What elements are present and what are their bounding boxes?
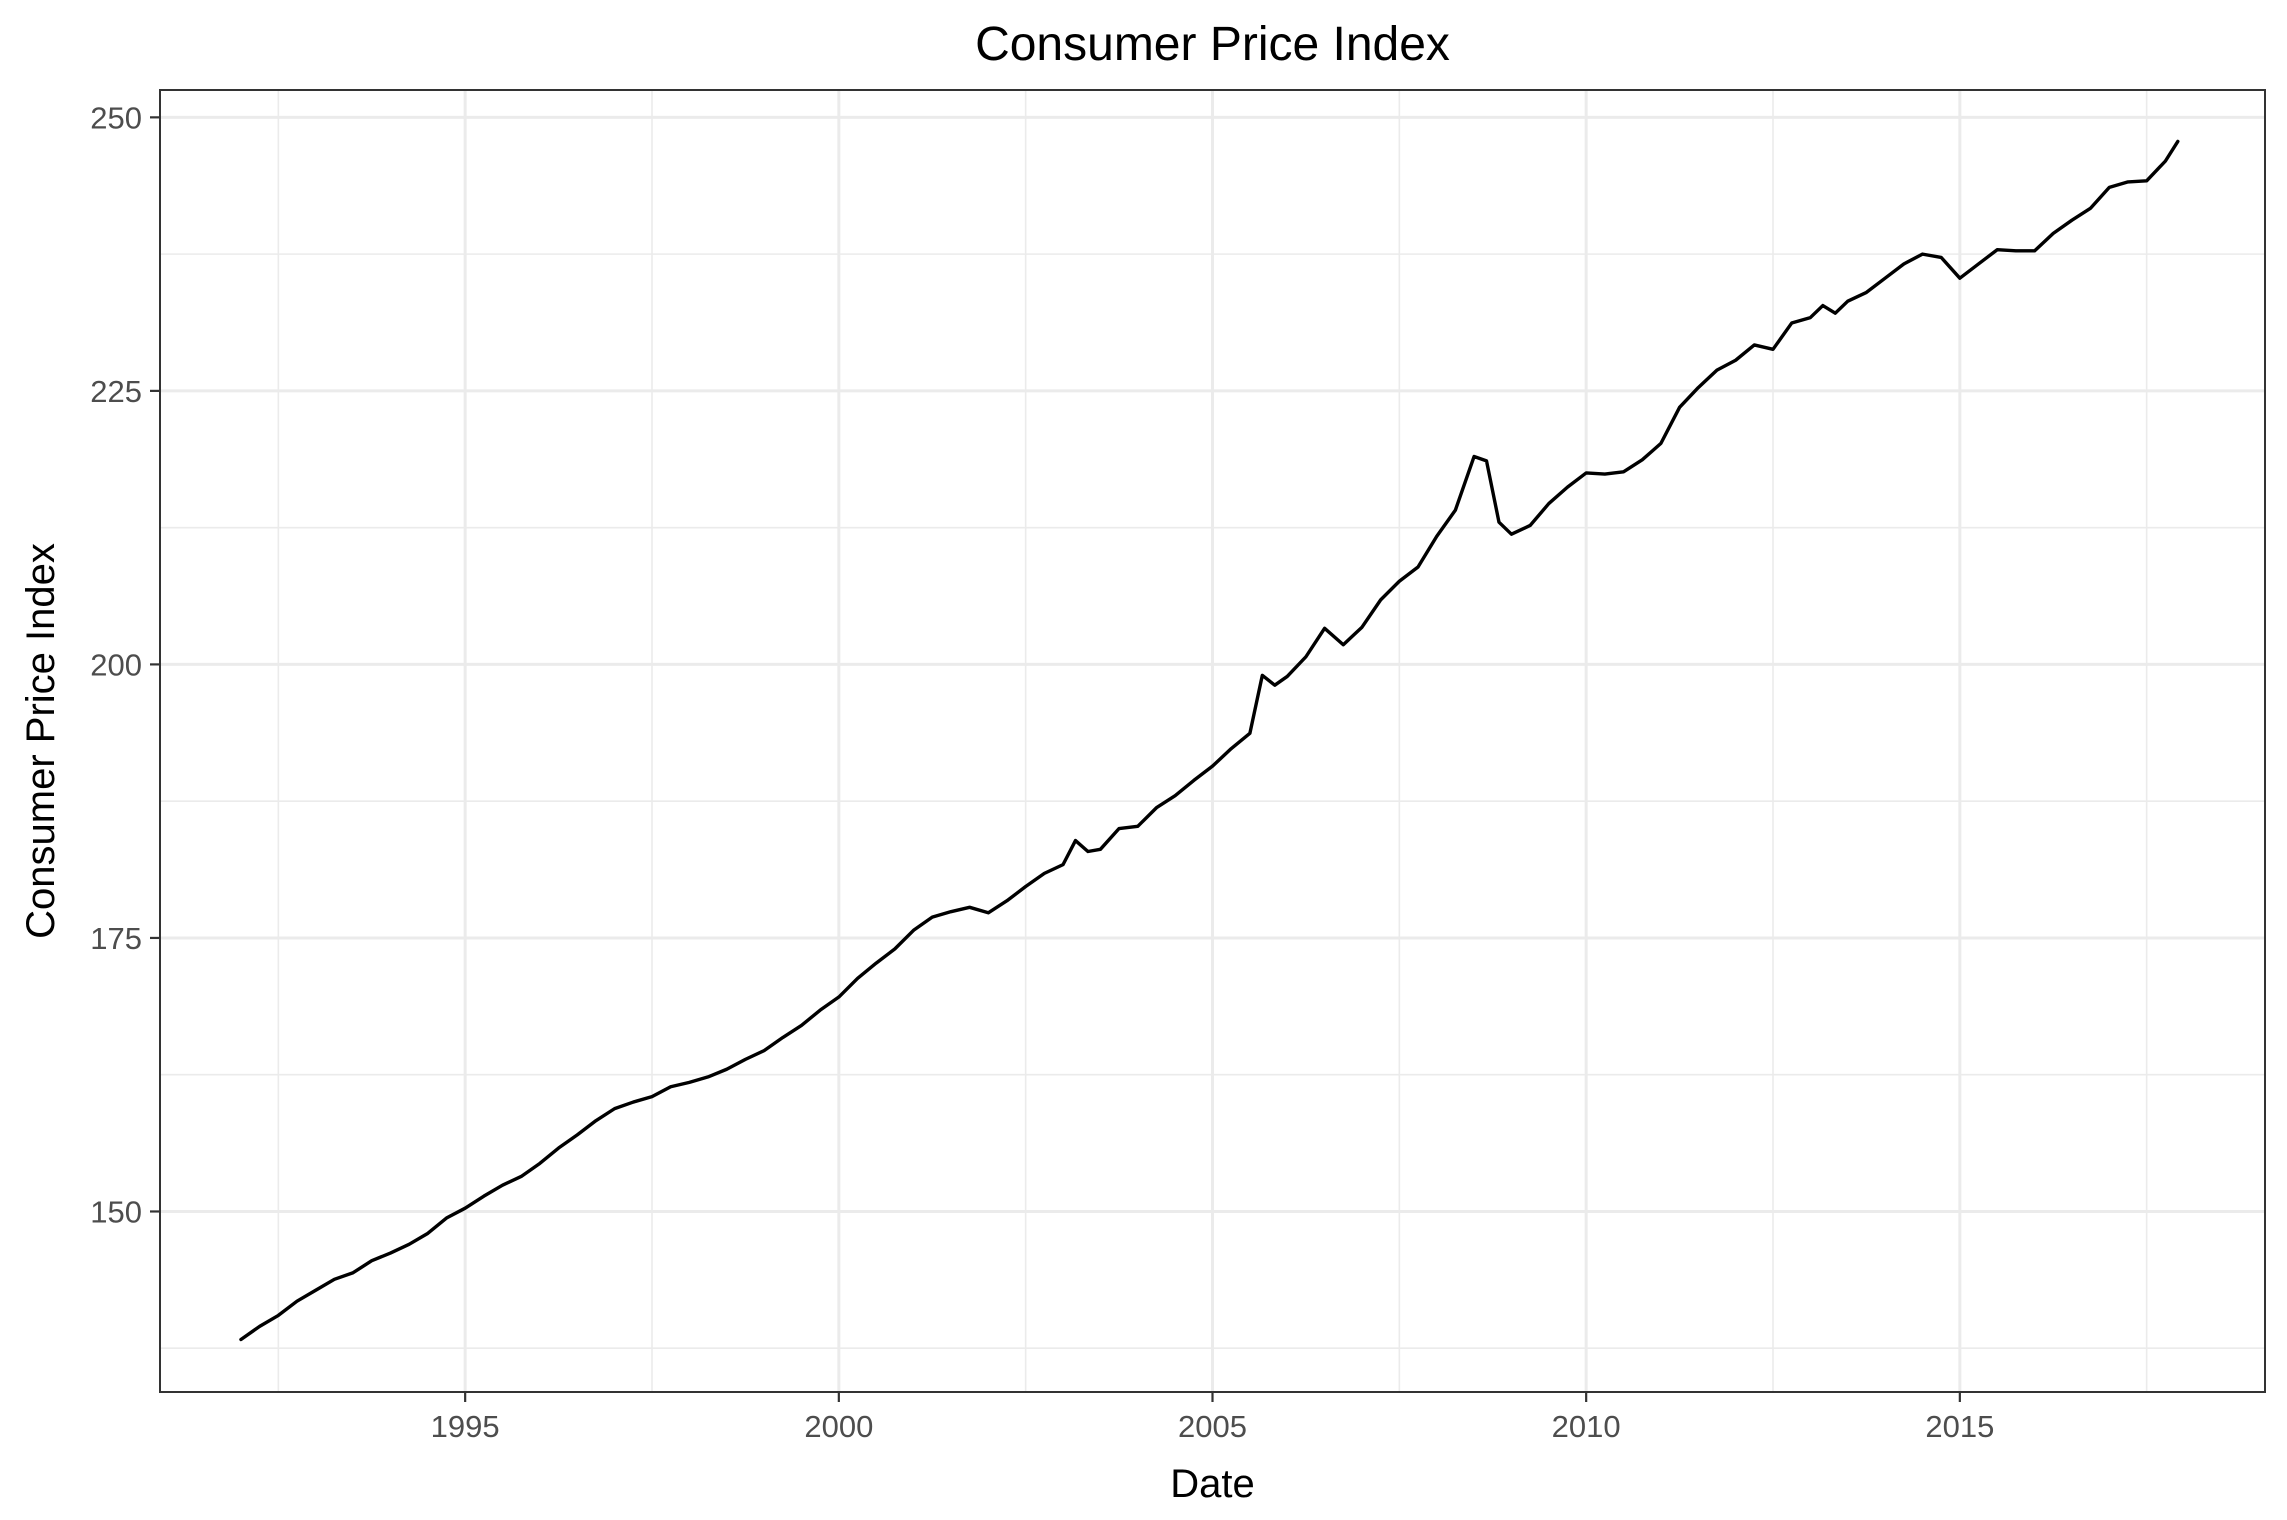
y-tick-label: 200 <box>90 647 142 682</box>
grid-layer <box>160 90 2265 1392</box>
x-tick-label: 1995 <box>431 1409 500 1444</box>
x-axis-title: Date <box>1170 1462 1255 1506</box>
x-tick-label: 2015 <box>1925 1409 1994 1444</box>
x-axis: 1995 2000 2005 2010 2015 <box>431 1392 1994 1444</box>
y-axis: 150 175 200 225 250 <box>90 100 160 1229</box>
cpi-series-line <box>239 139 2180 1342</box>
y-tick-label: 150 <box>90 1194 142 1229</box>
x-tick-label: 2005 <box>1178 1409 1247 1444</box>
y-axis-title: Consumer Price Index <box>19 543 63 939</box>
x-tick-label: 2000 <box>804 1409 873 1444</box>
y-tick-label: 175 <box>90 921 142 956</box>
x-tick-label: 2010 <box>1552 1409 1621 1444</box>
y-tick-label: 225 <box>90 374 142 409</box>
y-tick-label: 250 <box>90 100 142 135</box>
chart-title: Consumer Price Index <box>975 18 1450 71</box>
series-layer <box>239 139 2180 1342</box>
